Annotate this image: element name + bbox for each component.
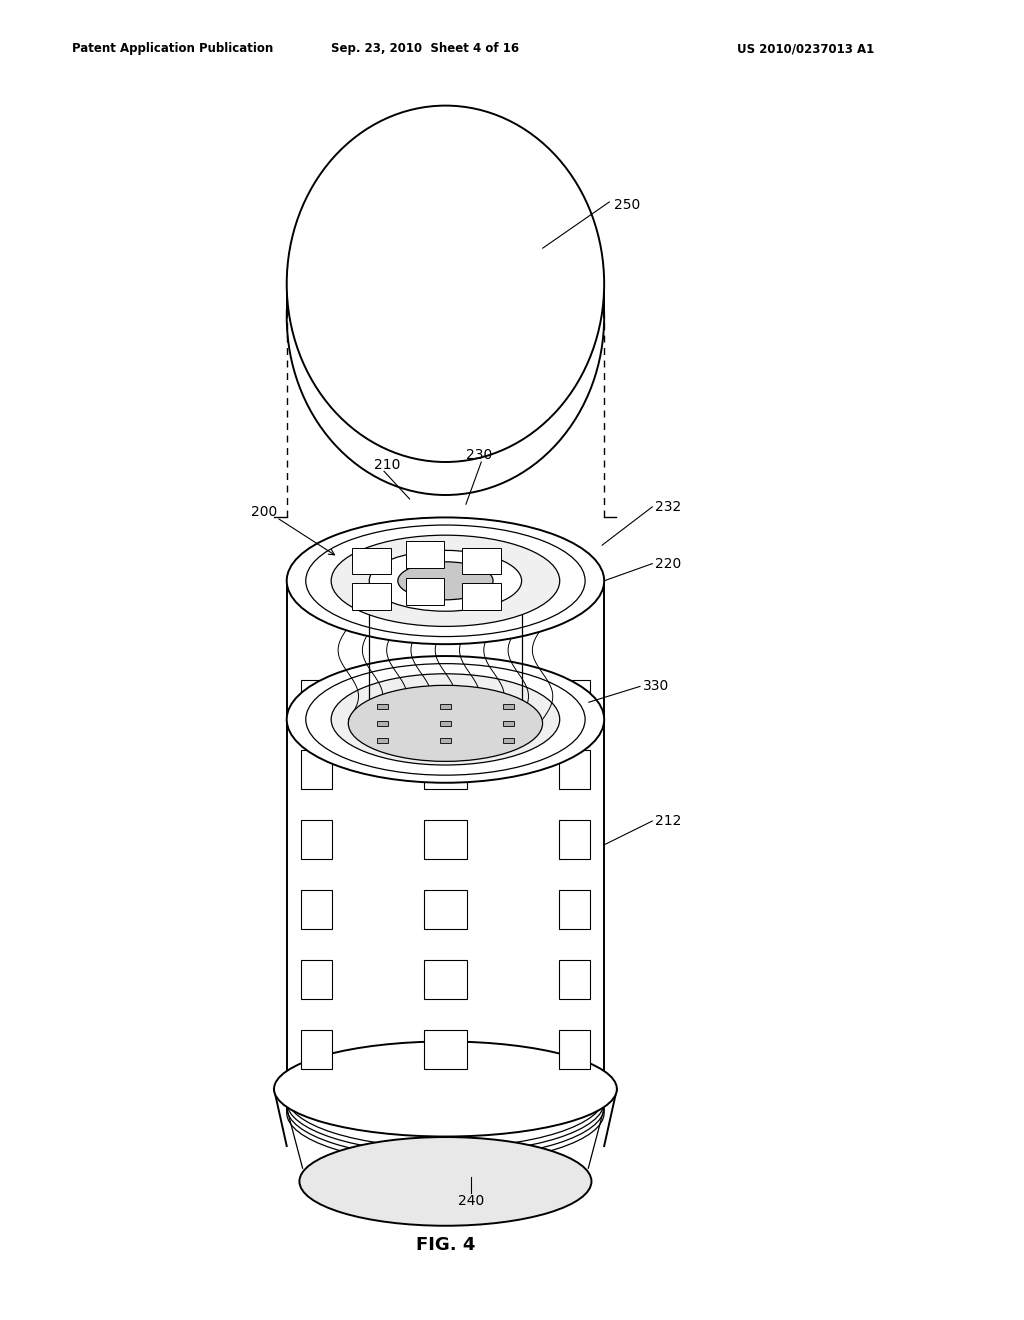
Ellipse shape: [287, 517, 604, 644]
Text: Patent Application Publication: Patent Application Publication: [72, 42, 273, 55]
Text: Sep. 23, 2010  Sheet 4 of 16: Sep. 23, 2010 Sheet 4 of 16: [331, 42, 519, 55]
Bar: [301, 750, 332, 789]
Bar: [559, 820, 590, 859]
Bar: [406, 578, 444, 605]
Bar: [301, 890, 332, 929]
Ellipse shape: [348, 685, 543, 762]
Text: 200: 200: [251, 506, 278, 519]
Bar: [559, 960, 590, 999]
Ellipse shape: [274, 1041, 616, 1137]
Bar: [377, 738, 388, 743]
Bar: [462, 583, 501, 610]
Text: FIG. 4: FIG. 4: [416, 1236, 475, 1254]
Bar: [559, 750, 590, 789]
Ellipse shape: [331, 535, 560, 627]
Bar: [352, 548, 391, 574]
Bar: [424, 750, 467, 789]
Bar: [406, 541, 444, 568]
Bar: [462, 548, 501, 574]
Bar: [503, 738, 514, 743]
Bar: [503, 704, 514, 709]
Bar: [301, 820, 332, 859]
Bar: [377, 721, 388, 726]
Bar: [424, 680, 467, 719]
Text: 250: 250: [614, 198, 641, 211]
Text: 330: 330: [643, 680, 670, 693]
Text: US 2010/0237013 A1: US 2010/0237013 A1: [737, 42, 874, 55]
Bar: [424, 960, 467, 999]
Ellipse shape: [287, 106, 604, 462]
Ellipse shape: [370, 689, 521, 750]
Bar: [559, 1030, 590, 1069]
Text: 240: 240: [458, 1195, 484, 1208]
Ellipse shape: [397, 562, 494, 599]
Bar: [424, 1030, 467, 1069]
Text: 212: 212: [655, 814, 682, 828]
Text: 230: 230: [466, 449, 493, 462]
Text: 220: 220: [655, 557, 682, 570]
Bar: [301, 1030, 332, 1069]
Bar: [439, 704, 452, 709]
Ellipse shape: [370, 550, 521, 611]
Bar: [424, 890, 467, 929]
Bar: [503, 721, 514, 726]
Bar: [301, 680, 332, 719]
Text: 210: 210: [374, 458, 400, 471]
Bar: [301, 960, 332, 999]
Bar: [377, 704, 388, 709]
Bar: [352, 583, 391, 610]
Ellipse shape: [299, 1137, 592, 1226]
Bar: [559, 680, 590, 719]
Bar: [439, 738, 452, 743]
Text: 232: 232: [655, 500, 682, 513]
Bar: [559, 890, 590, 929]
Ellipse shape: [331, 673, 560, 766]
Ellipse shape: [287, 656, 604, 783]
Bar: [424, 820, 467, 859]
Bar: [439, 721, 452, 726]
